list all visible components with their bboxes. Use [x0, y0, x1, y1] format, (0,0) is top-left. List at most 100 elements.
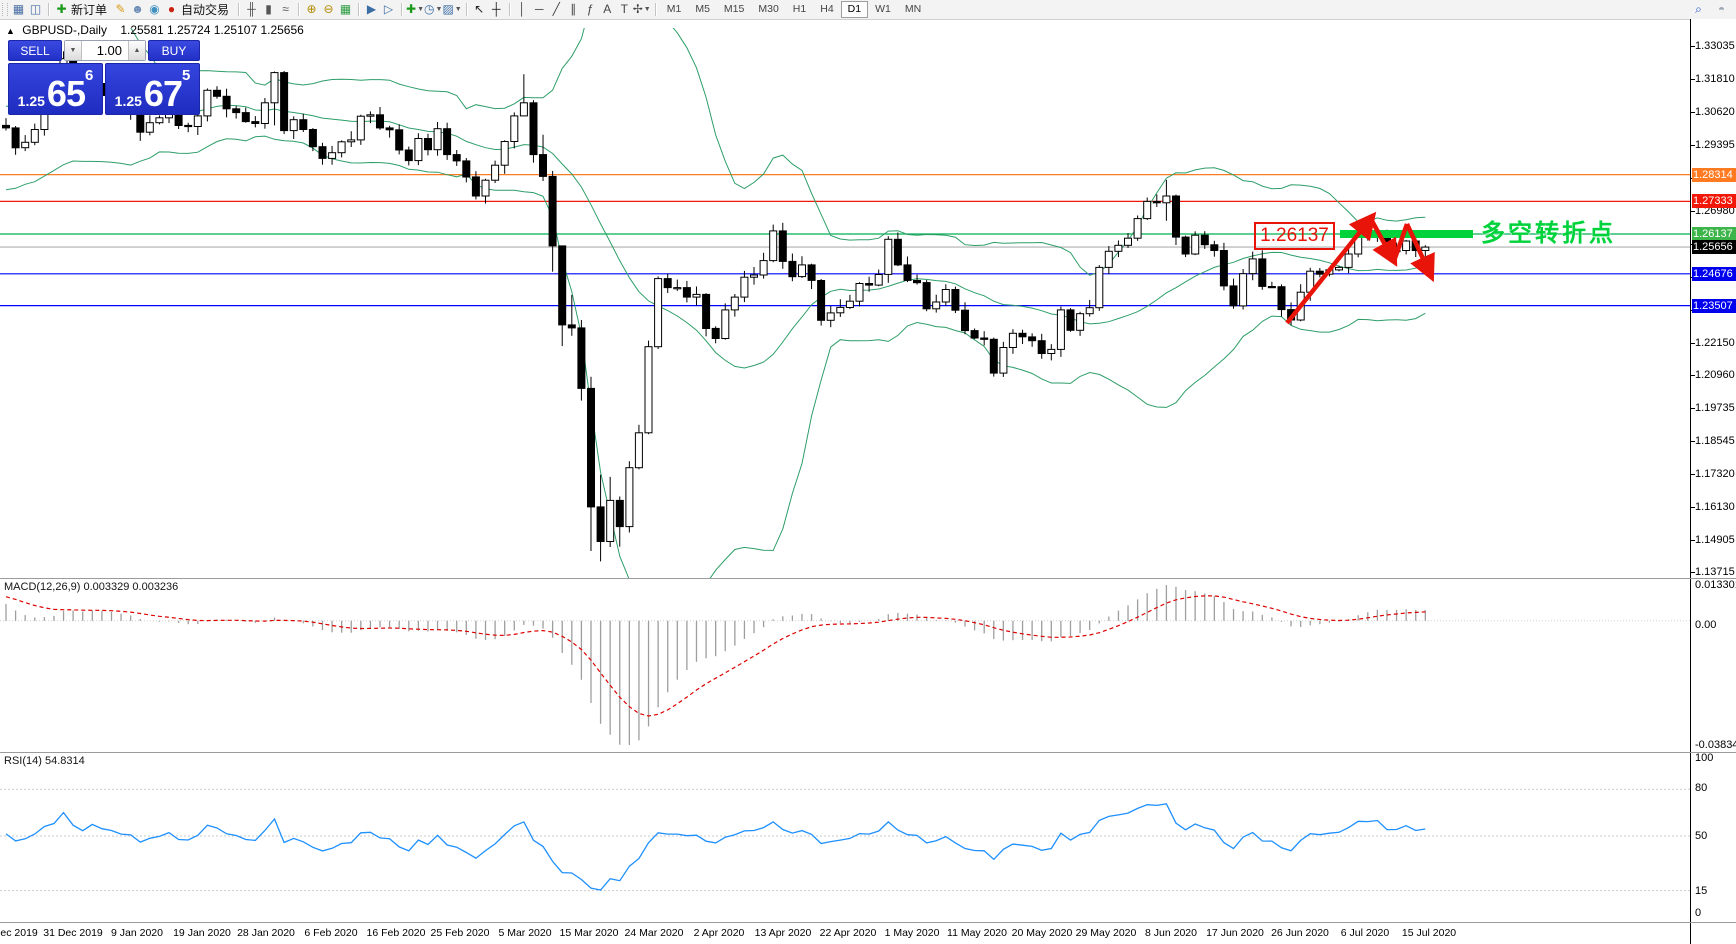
buy-button[interactable]: BUY	[148, 40, 200, 61]
timeframe-h4-button[interactable]: H4	[820, 3, 834, 15]
signal-icon[interactable]: ◉	[149, 2, 160, 16]
highlighter-icon[interactable]: ✎	[115, 2, 126, 16]
search-icon[interactable]: ⌕	[1695, 2, 1702, 16]
auto-scroll-icon[interactable]: ▶	[366, 2, 377, 16]
chart-shift-icon[interactable]: ▷	[383, 2, 394, 16]
main-price-chart[interactable]	[0, 28, 1690, 578]
text-label-icon[interactable]: T	[620, 2, 628, 16]
timeframe-mn-button[interactable]: MN	[904, 3, 922, 15]
cursor-icon[interactable]: ↖	[474, 2, 485, 16]
sell-price-tile[interactable]: 1.25 65 6	[8, 63, 103, 115]
volume-increase-button[interactable]: ▲	[128, 41, 145, 60]
crosshair-icon[interactable]: ┼	[491, 2, 501, 16]
zoom-in-icon[interactable]: ⊕	[306, 2, 317, 16]
bar-chart-icon[interactable]: ╫	[247, 2, 256, 16]
window-list-icon[interactable]: ◫	[29, 2, 42, 16]
horizontal-level-lines[interactable]	[0, 174, 1690, 307]
bearish-candle	[2, 124, 10, 129]
text-icon[interactable]: A	[603, 2, 612, 16]
date-label: 16 Feb 2020	[366, 927, 426, 939]
timeframe-d1-button[interactable]: D1	[840, 1, 869, 18]
bearish-candle	[1066, 309, 1075, 331]
line-chart-icon[interactable]: ≈	[282, 2, 289, 16]
date-label: 25 Feb 2020	[430, 927, 490, 939]
bullish-candle	[21, 141, 30, 149]
bullish-candle	[1191, 234, 1200, 255]
timeframe-m5-button[interactable]: M5	[695, 3, 710, 15]
bullish-candle	[337, 141, 346, 154]
template-icon[interactable]: ▨ ▼	[442, 2, 462, 16]
timeframe-m1-button[interactable]: M1	[666, 3, 682, 15]
bearish-candle	[452, 154, 461, 162]
chart-symbol-period: GBPUSD-,Daily	[22, 23, 107, 37]
buy-price-tile[interactable]: 1.25 67 5	[105, 63, 200, 115]
bullish-candle	[510, 115, 519, 143]
bearish-candle	[184, 124, 193, 128]
toolbar-separator	[298, 3, 300, 16]
bullish-candle	[328, 152, 337, 159]
timeframe-h1-button[interactable]: H1	[792, 3, 807, 15]
bearish-candle	[778, 230, 787, 262]
bearish-candle	[682, 287, 691, 298]
bearish-candle	[251, 121, 260, 124]
macd-panel-separator[interactable]	[0, 578, 1736, 579]
sell-button[interactable]: SELL	[8, 40, 62, 61]
trend-arrow-segment[interactable]	[1285, 211, 1377, 325]
bullish-candle	[270, 72, 279, 104]
arrows-icon[interactable]: ✢ ▼	[632, 2, 651, 16]
arrows-icon-dropdown[interactable]: ▼	[643, 6, 651, 13]
new-order-icon-label[interactable]: 新订单	[71, 3, 108, 17]
autotrading-icon[interactable]: ●	[167, 2, 176, 16]
trend-arrow-segment[interactable]	[1370, 219, 1398, 267]
rsi-indicator-panel[interactable]	[0, 752, 1690, 922]
trendline-icon[interactable]: ╱	[552, 2, 560, 16]
chat-icon[interactable]: ◓	[1717, 2, 1726, 16]
period-clock-icon-dropdown[interactable]: ▼	[435, 6, 443, 13]
date-label: 13 Apr 2020	[754, 927, 812, 939]
add-indicator-icon[interactable]: ✚ ▼	[406, 2, 425, 16]
add-indicator-icon-dropdown[interactable]: ▼	[417, 6, 425, 13]
tile-windows-icon[interactable]: ▦	[339, 2, 352, 16]
fibonacci-icon[interactable]: ƒ	[586, 2, 594, 16]
template-icon-dropdown[interactable]: ▼	[454, 6, 462, 13]
bullish-candle	[289, 119, 298, 132]
bearish-candle	[577, 327, 586, 389]
bearish-candle	[308, 129, 317, 148]
turning-point-label[interactable]: 多空转折点	[1481, 220, 1616, 247]
toolbar-grip[interactable]	[2, 3, 8, 16]
timeframe-m30-button[interactable]: M30	[758, 3, 779, 15]
new-order-icon[interactable]: ✚	[56, 2, 67, 16]
date-label: 28 Jan 2020	[237, 927, 295, 939]
rsi-panel-separator[interactable]	[0, 752, 1736, 753]
price-axis[interactable]: 1.330351.318101.306201.293951.281881.269…	[1690, 19, 1736, 944]
zoom-out-icon[interactable]: ⊖	[323, 2, 334, 16]
vertical-line-icon[interactable]: │	[518, 2, 526, 16]
period-clock-icon[interactable]: ◷ ▼	[424, 2, 443, 16]
bullish-candle	[941, 289, 950, 303]
timeframe-m15-button[interactable]: M15	[723, 3, 745, 15]
bullish-candle	[30, 129, 39, 143]
equidistant-channel-icon[interactable]: ∥	[570, 2, 577, 16]
bearish-candle	[980, 337, 989, 340]
timeframe-w1-button[interactable]: W1	[875, 3, 891, 15]
macd-indicator-panel[interactable]	[0, 578, 1690, 752]
collapse-triangle-icon[interactable]: ▲	[6, 26, 15, 36]
market-depth-icon[interactable]: ☻	[131, 2, 144, 16]
bollinger-bands	[5, 28, 1426, 578]
new-chart-icon[interactable]: ▦	[12, 2, 25, 16]
support-level-bar-annotation[interactable]	[1340, 230, 1473, 238]
bearish-candle	[587, 387, 595, 508]
volume-input[interactable]: 1.00	[96, 43, 122, 58]
trend-arrows-annotation[interactable]	[1285, 211, 1435, 325]
volume-decrease-button[interactable]: ▼	[65, 41, 82, 60]
trend-arrow-segment[interactable]	[1391, 223, 1410, 262]
bearish-candle	[11, 127, 20, 149]
autotrading-icon-label[interactable]: 自动交易	[181, 3, 230, 17]
bearish-candle	[1018, 332, 1027, 338]
price-level-annotation-box[interactable]: 1.26137	[1254, 222, 1335, 250]
trend-arrow-segment[interactable]	[1404, 223, 1435, 283]
horizontal-line-icon[interactable]: ─	[534, 2, 544, 16]
candlestick-icon[interactable]: ▮	[265, 2, 272, 16]
price-tick-mark	[1691, 572, 1695, 573]
one-click-trading-panel: SELL ▼ 1.00 ▲ BUY 1.25 65 6 1.25 67 5	[8, 40, 200, 115]
